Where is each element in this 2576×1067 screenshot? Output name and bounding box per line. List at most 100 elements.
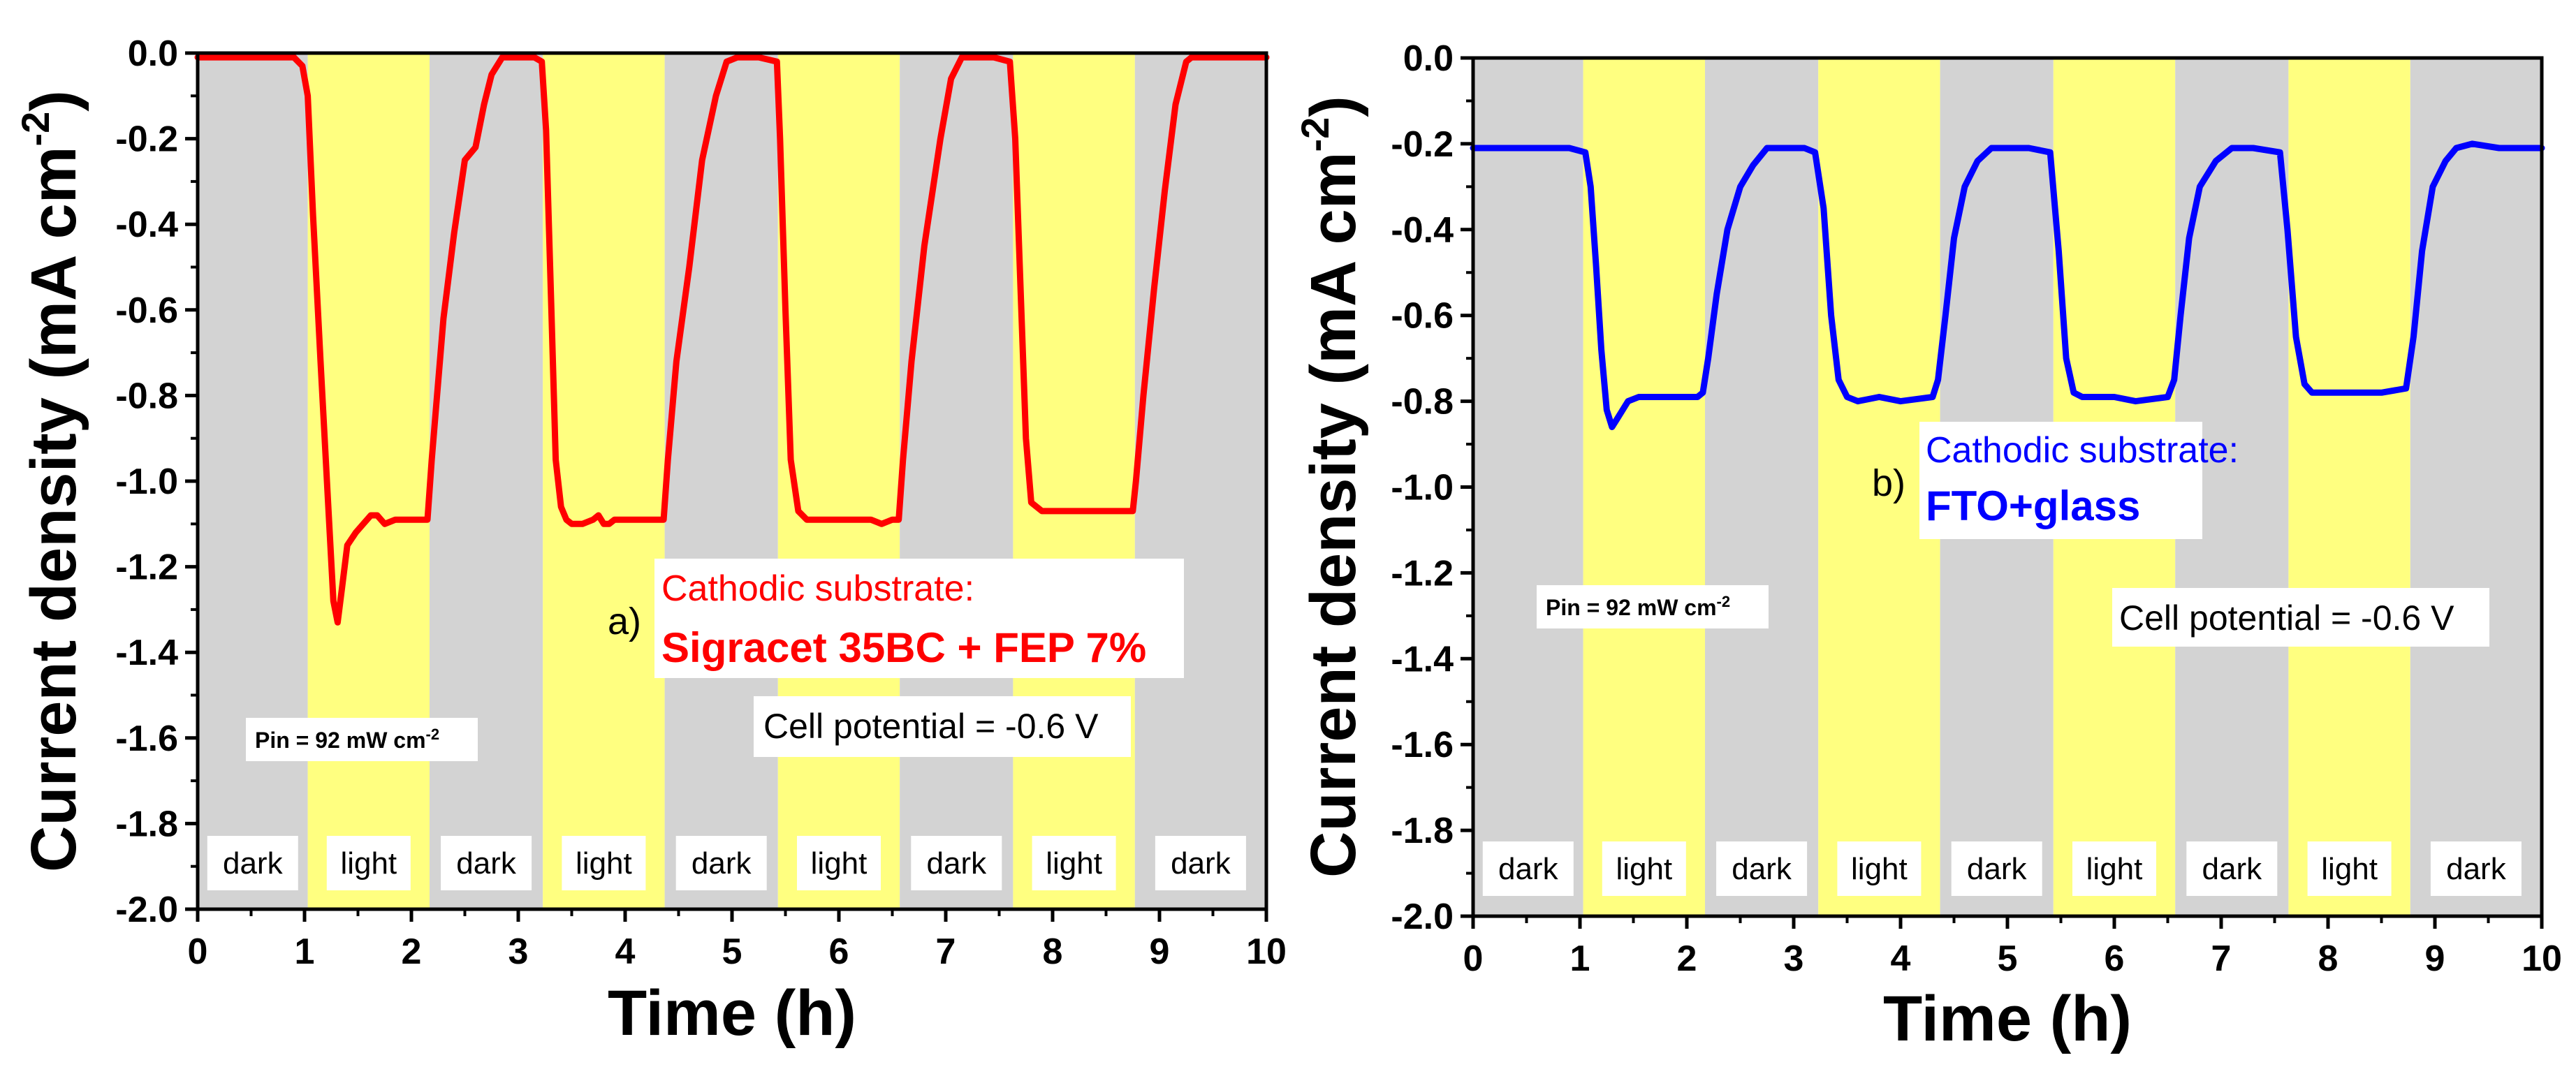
b-pin-sup: -2 bbox=[1717, 593, 1731, 610]
a-ytick-label-1: -0.2 bbox=[115, 119, 178, 160]
a-region-label-box-7 bbox=[1032, 836, 1116, 890]
a-ytick-label-2: -0.4 bbox=[115, 205, 178, 245]
a-xtick-label-2: 2 bbox=[402, 932, 422, 972]
b-ylabel-main: Current density (mA cm bbox=[1298, 152, 1369, 877]
b-region-labels: dark light dark light dark light dark light dark bbox=[1482, 841, 2522, 896]
b-xtick-label-10: 10 bbox=[2522, 939, 2562, 979]
b-ytick-label-4: -0.8 bbox=[1391, 382, 1454, 422]
a-xtick-label-9: 9 bbox=[1150, 932, 1170, 972]
a-ylabel: Current density (mA cm-2) bbox=[13, 90, 89, 872]
a-data-line bbox=[194, 54, 1270, 626]
a-substrate-name: Sigracet 35BC + FEP 7% bbox=[661, 624, 1146, 671]
b-region-light-7 bbox=[2288, 58, 2410, 916]
a-region-label-3: light bbox=[576, 846, 632, 881]
b-region-label-box-0 bbox=[1482, 841, 1574, 896]
a-region-dark-0 bbox=[198, 53, 308, 909]
a-xtick-label-1: 1 bbox=[295, 932, 315, 972]
a-xtick-label-4: 4 bbox=[615, 932, 636, 972]
b-xtick-label-7: 7 bbox=[2211, 939, 2232, 979]
b-substrate-name: FTO+glass bbox=[1926, 483, 2140, 529]
a-ytick-label-3: -0.6 bbox=[115, 290, 178, 331]
b-substrate-title: Cathodic substrate: bbox=[1926, 430, 2239, 471]
a-region-label-7: light bbox=[1046, 846, 1102, 881]
b-region-label-0: dark bbox=[1498, 852, 1559, 886]
b-panel-label: b) bbox=[1872, 462, 1905, 504]
b-region-label-box-3 bbox=[1837, 841, 1922, 896]
a-ylabel-close: ) bbox=[18, 90, 89, 112]
a-ytick-label-8: -1.6 bbox=[115, 719, 178, 759]
b-ytick-label-1: -0.2 bbox=[1391, 124, 1454, 165]
a-xtick-label-10: 10 bbox=[1246, 932, 1287, 972]
a-pin-label: Pin = 92 mW cm-2 bbox=[255, 726, 439, 753]
b-substrate-box bbox=[1919, 422, 2202, 539]
b-pin-label: Pin = 92 mW cm-2 bbox=[1546, 593, 1730, 620]
b-region-label-3: light bbox=[1851, 852, 1908, 886]
a-xtick-label-5: 5 bbox=[722, 932, 742, 972]
a-xtick-label-6: 6 bbox=[829, 932, 849, 972]
a-region-dark-8 bbox=[1134, 53, 1266, 909]
a-xtick-label-0: 0 bbox=[188, 932, 208, 972]
b-pin-main: Pin = 92 mW cm bbox=[1546, 595, 1717, 620]
a-region-label-box-2 bbox=[441, 836, 532, 890]
a-ytick-label-4: -0.8 bbox=[115, 376, 178, 416]
b-xtick-label-5: 5 bbox=[1998, 939, 2018, 979]
b-region-label-box-5 bbox=[2072, 841, 2156, 896]
b-xtick-label-8: 8 bbox=[2318, 939, 2339, 979]
a-cell-potential-box bbox=[754, 696, 1131, 757]
a-region-label-1: light bbox=[340, 846, 397, 881]
a-ylabel-main: Current density (mA cm bbox=[18, 146, 89, 871]
a-region-light-7 bbox=[1013, 53, 1135, 909]
b-ytick-label-2: -0.4 bbox=[1391, 210, 1454, 251]
a-pin-box bbox=[246, 718, 478, 761]
b-region-label-box-6 bbox=[2186, 841, 2278, 896]
b-region-label-8: dark bbox=[2446, 852, 2507, 886]
a-region-dark-4 bbox=[664, 53, 778, 909]
a-region-label-box-4 bbox=[675, 836, 767, 890]
a-region-label-8: dark bbox=[1171, 846, 1231, 881]
b-region-label-box-1 bbox=[1602, 841, 1686, 896]
b-ytick-label-0: 0.0 bbox=[1403, 38, 1454, 79]
b-ytick-label-5: -1.0 bbox=[1391, 468, 1454, 508]
b-data-line bbox=[1470, 140, 2545, 430]
a-cell-potential: Cell potential = -0.6 V bbox=[763, 707, 1099, 746]
b-region-label-box-4 bbox=[1951, 841, 2042, 896]
b-region-label-box-2 bbox=[1716, 841, 1808, 896]
a-ytick-label-7: -1.4 bbox=[115, 633, 178, 673]
a-ytick-label-6: -1.2 bbox=[115, 547, 178, 588]
b-region-label-box-7 bbox=[2307, 841, 2392, 896]
b-ytick-label-8: -1.6 bbox=[1391, 725, 1454, 765]
b-ytick-label-7: -1.4 bbox=[1391, 639, 1454, 679]
b-ytick-label-10: -2.0 bbox=[1391, 897, 1454, 937]
b-region-label-1: light bbox=[1616, 852, 1672, 886]
b-region-dark-2 bbox=[1705, 58, 1819, 916]
b-ylabel: Current density (mA cm-2) bbox=[1293, 96, 1369, 878]
a-substrate-title: Cathodic substrate: bbox=[661, 568, 974, 609]
b-xtick-label-2: 2 bbox=[1677, 939, 1697, 979]
b-xtick-label-3: 3 bbox=[1784, 939, 1804, 979]
b-xtick-label-6: 6 bbox=[2105, 939, 2125, 979]
a-axis-ticks: 0 1 2 3 4 5 6 7 8 9 10 0.0 -0.2 -0.4 -0.6 -0.8 -1.0 -1.2 -… bbox=[115, 34, 1287, 972]
b-region-light-1 bbox=[1583, 58, 1706, 916]
b-region-label-2: dark bbox=[1732, 852, 1792, 886]
b-region-dark-0 bbox=[1473, 58, 1583, 916]
b-ytick-label-9: -1.8 bbox=[1391, 811, 1454, 851]
b-xlabel: Time (h) bbox=[1883, 983, 2132, 1054]
b-ylabel-close: ) bbox=[1298, 96, 1369, 117]
b-region-label-6: dark bbox=[2202, 852, 2263, 886]
a-regions bbox=[198, 53, 1266, 909]
b-xtick-label-4: 4 bbox=[1891, 939, 1911, 979]
b-pin-box bbox=[1537, 585, 1769, 628]
panel-a-chart: dark light dark light dark light dark light dark… bbox=[13, 34, 1287, 1049]
a-pin-sup: -2 bbox=[426, 726, 440, 743]
a-region-label-box-1 bbox=[326, 836, 411, 890]
a-ylabel-sup: -2 bbox=[13, 112, 57, 147]
a-region-light-5 bbox=[777, 53, 900, 909]
a-region-label-5: light bbox=[811, 846, 868, 881]
a-region-label-box-3 bbox=[562, 836, 646, 890]
b-ytick-label-6: -1.2 bbox=[1391, 553, 1454, 594]
b-axis-ticks: 0 1 2 3 4 5 6 7 8 9 10 0.0 -0.2 -0.4 -0.6 -0.8 -1.0 -1.2 -… bbox=[1391, 38, 2562, 979]
a-ytick-label-10: -2.0 bbox=[115, 890, 178, 930]
b-region-label-box-8 bbox=[2430, 841, 2522, 896]
a-xtick-label-3: 3 bbox=[508, 932, 529, 972]
b-cell-potential: Cell potential = -0.6 V bbox=[2119, 598, 2454, 638]
